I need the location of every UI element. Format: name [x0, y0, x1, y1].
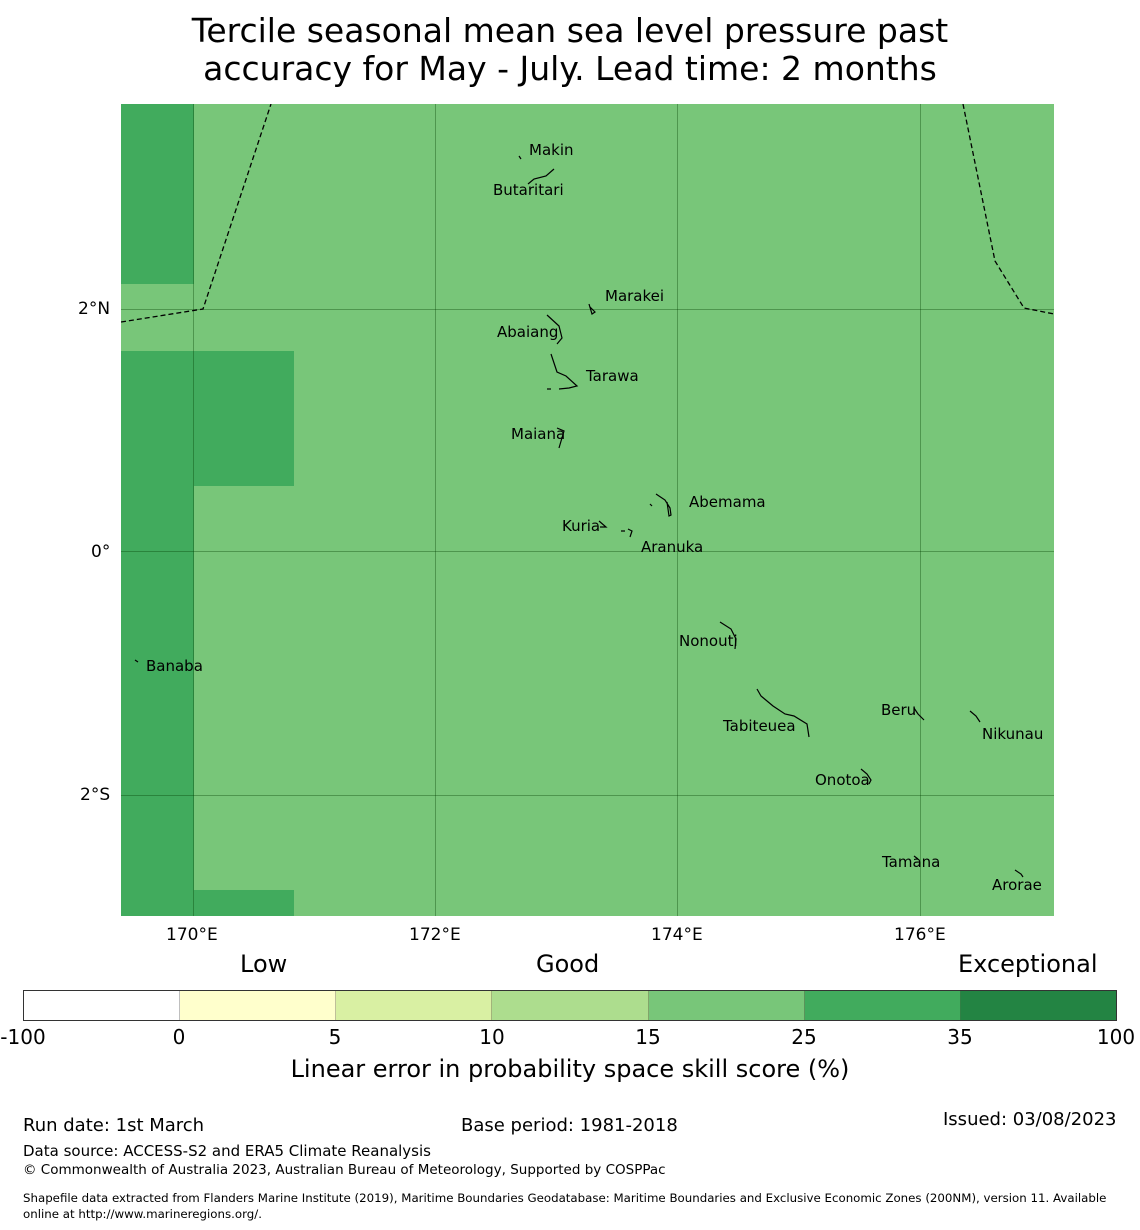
skill-cell	[194, 890, 294, 916]
shapefile-credit-1: Shapefile data extracted from Flanders M…	[23, 1191, 1107, 1205]
map-overlay	[121, 104, 1054, 878]
island-outline	[913, 855, 919, 860]
gridline	[677, 104, 678, 916]
island-outline	[588, 303, 596, 315]
colorbar-segment	[336, 991, 493, 1020]
island-label-beru: Beru	[881, 701, 917, 719]
eez-boundary	[962, 104, 1054, 315]
island-outline	[1014, 869, 1024, 878]
gridline	[121, 551, 1054, 552]
skill-cell	[121, 351, 194, 916]
y-tick: 2°N	[78, 299, 111, 319]
island-outline	[550, 353, 579, 390]
colorbar-segment	[492, 991, 649, 1020]
island-label-butaritari: Butaritari	[493, 181, 564, 199]
data-source: Data source: ACCESS-S2 and ERA5 Climate …	[23, 1142, 431, 1160]
island-outline	[719, 621, 737, 650]
island-outline	[621, 528, 633, 538]
colorbar-tick: -100	[0, 1025, 46, 1049]
island-outline	[655, 493, 672, 517]
x-tick: 174°E	[651, 925, 703, 945]
island-label-kuria: Kuria	[562, 517, 601, 535]
island-label-maiana: Maiana	[511, 425, 566, 443]
colorbar-tick: 25	[791, 1025, 817, 1049]
colorbar-tick: 100	[1096, 1025, 1136, 1049]
island-outline	[546, 314, 563, 345]
colorbar-label: Linear error in probability space skill …	[290, 1055, 850, 1083]
shapefile-credit-2: online at http://www.marineregions.org/.	[23, 1207, 262, 1221]
gridline	[121, 795, 1054, 796]
island-label-marakei: Marakei	[605, 287, 665, 305]
island-label-nonouti: Nonouti	[679, 632, 738, 650]
colorbar-tick: 0	[172, 1025, 186, 1049]
skill-cell	[194, 351, 294, 486]
island-label-abemama: Abemama	[689, 493, 766, 511]
colorbar-tick: 35	[947, 1025, 973, 1049]
category-low: Low	[240, 950, 288, 978]
island-label-makin: Makin	[529, 141, 574, 159]
x-tick: 170°E	[166, 925, 218, 945]
colorbar-tick: 5	[328, 1025, 342, 1049]
colorbar-segment	[180, 991, 337, 1020]
colorbar-segment	[24, 991, 181, 1020]
island-outline	[969, 710, 981, 723]
island-label-tabiteuea: Tabiteuea	[723, 717, 796, 735]
y-tick: 2°S	[80, 785, 111, 805]
colorbar-tick: 15	[635, 1025, 661, 1049]
base-period: Base period: 1981-2018	[461, 1115, 678, 1136]
category-exceptional: Exceptional	[958, 950, 1098, 978]
y-tick: 0°	[91, 542, 111, 562]
island-label-arorae: Arorae	[992, 876, 1042, 894]
island-label-nikunau: Nikunau	[982, 725, 1044, 743]
title-line-1: Tercile seasonal mean sea level pressure…	[191, 11, 949, 50]
island-outline	[598, 520, 608, 528]
colorbar-segment	[960, 991, 1116, 1020]
island-outline	[556, 427, 565, 449]
title-line-2: accuracy for May - July. Lead time: 2 mo…	[203, 49, 937, 88]
chart-title: Tercile seasonal mean sea level pressure…	[0, 12, 1140, 88]
copyright: © Commonwealth of Australia 2023, Austra…	[23, 1162, 666, 1178]
gridline	[121, 309, 1054, 310]
colorbar-tick: 10	[479, 1025, 505, 1049]
island-label-aranuka: Aranuka	[641, 538, 704, 556]
colorbar-segment	[648, 991, 805, 1020]
colorbar	[23, 990, 1117, 1021]
island-label-tamana: Tamana	[882, 853, 941, 871]
island-outline	[756, 688, 810, 738]
island-outline	[649, 503, 653, 507]
skill-cell	[121, 104, 194, 284]
category-good: Good	[536, 950, 600, 978]
map-panel: Makin Butaritari Marakei Abaiang Tarawa …	[121, 104, 1054, 916]
x-tick: 176°E	[894, 925, 946, 945]
x-tick: 172°E	[409, 925, 461, 945]
island-label-onotoa: Onotoa	[815, 771, 870, 789]
island-outline	[860, 768, 872, 785]
eez-boundary	[121, 104, 272, 323]
island-label-banaba: Banaba	[146, 657, 203, 675]
colorbar-segment	[804, 991, 961, 1020]
island-outline	[527, 168, 555, 185]
island-outline	[134, 659, 139, 663]
gridline	[435, 104, 436, 916]
run-date: Run date: 1st March	[23, 1115, 205, 1136]
island-label-abaiang: Abaiang	[497, 323, 559, 341]
island-outline	[518, 155, 522, 160]
island-outline	[913, 707, 925, 721]
gridline	[920, 104, 921, 916]
island-label-tarawa: Tarawa	[586, 367, 639, 385]
issued-date: Issued: 03/08/2023	[943, 1109, 1117, 1130]
gridline	[193, 104, 194, 916]
